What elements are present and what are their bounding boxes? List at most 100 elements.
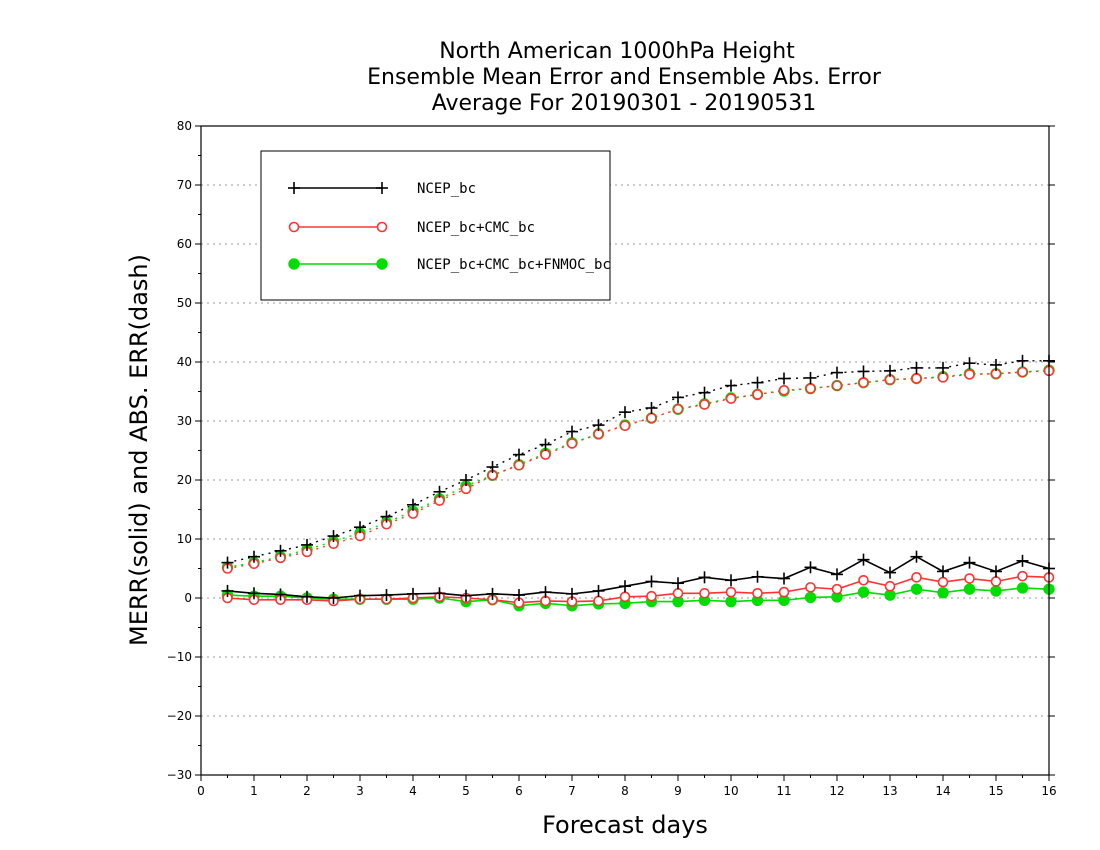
point-abs-ncep-bc (857, 365, 870, 378)
y-tick-label: 40 (177, 355, 192, 369)
point-merr-ncep-bc-cmc-bc-fnmoc-bc (857, 586, 870, 598)
point-merr-ncep-bc (990, 565, 1002, 578)
point-abs-ncep-bc (619, 406, 631, 419)
series-line-merr-ncep-bc (227, 555, 1050, 599)
y-tick-label: 30 (177, 414, 192, 428)
legend-marker (376, 258, 388, 270)
y-tick-label: −30 (167, 768, 192, 782)
point-abs-ncep-bc (274, 544, 287, 557)
point-abs-ncep-bc-cmc-bc (699, 399, 710, 410)
point-abs-ncep-bc-cmc-bc (964, 369, 975, 380)
point-abs-ncep-bc (937, 361, 949, 374)
point-merr-ncep-bc-cmc-bc-fnmoc-bc (1016, 582, 1029, 594)
point-abs-ncep-bc-cmc-bc (646, 412, 657, 424)
point-abs-ncep-bc (354, 521, 366, 534)
series-line-abs-ncep-bc (227, 360, 1049, 564)
point-merr-ncep-bc-cmc-bc-fnmoc-bc (937, 586, 949, 599)
legend: NCEP_bc NCEP_bc+CMC_bc NCEP_bc+CMC_bc+FNMO… (260, 150, 611, 301)
point-abs-ncep-bc-cmc-bc (778, 385, 790, 396)
point-merr-ncep-bc-cmc-bc (937, 576, 949, 588)
series-line-abs-ncep-bc-cmc-bc-fnmoc-bc (227, 369, 1050, 569)
x-tick-label: 0 (197, 784, 205, 798)
point-merr-ncep-bc (698, 571, 711, 584)
point-abs-ncep-bc-cmc-bc (672, 403, 684, 415)
point-abs-ncep-bc (539, 438, 552, 451)
point-abs-ncep-bc (327, 530, 340, 543)
point-abs-ncep-bc (831, 366, 843, 379)
point-abs-ncep-bc (592, 419, 605, 432)
point-abs-ncep-bc (566, 425, 578, 438)
y-tick-label: 70 (177, 178, 192, 192)
point-merr-ncep-bc (592, 584, 605, 597)
point-merr-ncep-bc (327, 592, 340, 604)
legend-entry-ncep-bc-cmc-bc-fnmoc-bc: NCEP_bc+CMC_bc+FNMOC_bc (288, 257, 611, 273)
series-layer (221, 354, 1055, 612)
point-abs-ncep-bc-cmc-bc (540, 449, 551, 460)
point-merr-ncep-bc-cmc-bc (593, 595, 604, 607)
point-abs-ncep-bc (645, 402, 658, 415)
x-tick-label: 1 (250, 784, 258, 798)
point-merr-ncep-bc (645, 575, 658, 588)
legend-label: NCEP_bc (417, 181, 476, 197)
point-abs-ncep-bc-cmc-bc (725, 393, 737, 404)
chart-title: North American 1000hPa Height Ensemble M… (367, 39, 882, 116)
point-abs-ncep-bc (513, 448, 525, 461)
y-tick-label: 20 (177, 473, 192, 487)
point-abs-ncep-bc (778, 372, 790, 385)
x-tick-label: 13 (882, 784, 897, 798)
point-abs-ncep-bc (751, 376, 764, 389)
point-abs-ncep-bc-cmc-bc (937, 372, 949, 383)
point-abs-ncep-bc (804, 371, 817, 384)
x-tick-label: 15 (988, 784, 1003, 798)
point-merr-ncep-bc (963, 556, 976, 569)
point-merr-ncep-bc (937, 565, 949, 578)
x-tick-label: 4 (409, 784, 417, 798)
x-tick-label: 6 (515, 784, 523, 798)
x-tick-label: 16 (1041, 784, 1056, 798)
chart-title-line-3: Average For 20190301 - 20190531 (432, 91, 817, 116)
y-tick-label: 60 (177, 237, 192, 251)
point-merr-ncep-bc-cmc-bc (805, 582, 816, 593)
legend-marker (288, 182, 300, 194)
y-tick-label: −10 (167, 650, 192, 664)
point-abs-ncep-bc-cmc-bc (566, 438, 578, 449)
x-tick-label: 11 (776, 784, 791, 798)
point-merr-ncep-bc-cmc-bc (884, 580, 896, 592)
point-merr-ncep-bc (672, 577, 684, 590)
point-merr-ncep-bc-cmc-bc (752, 587, 763, 599)
legend-label: NCEP_bc+CMC_bc+FNMOC_bc (417, 257, 611, 273)
point-abs-ncep-bc (486, 461, 499, 474)
point-abs-ncep-bc-cmc-bc (513, 459, 525, 471)
x-tick-label: 9 (674, 784, 682, 798)
x-tick-label: 2 (303, 784, 311, 798)
point-abs-ncep-bc-cmc-bc (1017, 366, 1028, 378)
point-merr-ncep-bc (486, 587, 499, 600)
point-abs-ncep-bc (460, 474, 472, 486)
x-tick-label: 3 (356, 784, 364, 798)
point-abs-ncep-bc (433, 485, 446, 498)
point-merr-ncep-bc (566, 587, 578, 600)
point-abs-ncep-bc (990, 358, 1002, 371)
point-abs-ncep-bc-cmc-bc (831, 380, 843, 391)
point-merr-ncep-bc (248, 587, 260, 600)
point-abs-ncep-bc (1016, 354, 1029, 367)
point-merr-ncep-bc (778, 572, 790, 585)
point-abs-ncep-bc (725, 379, 737, 392)
point-merr-ncep-bc (301, 590, 313, 603)
point-merr-ncep-bc-cmc-bc (1017, 570, 1028, 582)
point-abs-ncep-bc (301, 538, 313, 551)
point-abs-ncep-bc-cmc-bc (805, 383, 816, 394)
point-merr-ncep-bc-cmc-bc (911, 572, 922, 583)
point-abs-ncep-bc-cmc-bc (752, 389, 763, 400)
legend-marker (288, 221, 300, 233)
point-merr-ncep-bc (407, 587, 419, 600)
point-abs-ncep-bc-cmc-bc (911, 373, 922, 384)
point-abs-ncep-bc (672, 391, 684, 404)
point-merr-ncep-bc (221, 584, 234, 597)
legend-entry-ncep-bc: NCEP_bc (288, 181, 476, 197)
point-abs-ncep-bc-cmc-bc (858, 377, 869, 388)
point-merr-ncep-bc (725, 574, 737, 587)
point-merr-ncep-bc-cmc-bc (619, 591, 631, 603)
x-tick-label: 12 (829, 784, 844, 798)
